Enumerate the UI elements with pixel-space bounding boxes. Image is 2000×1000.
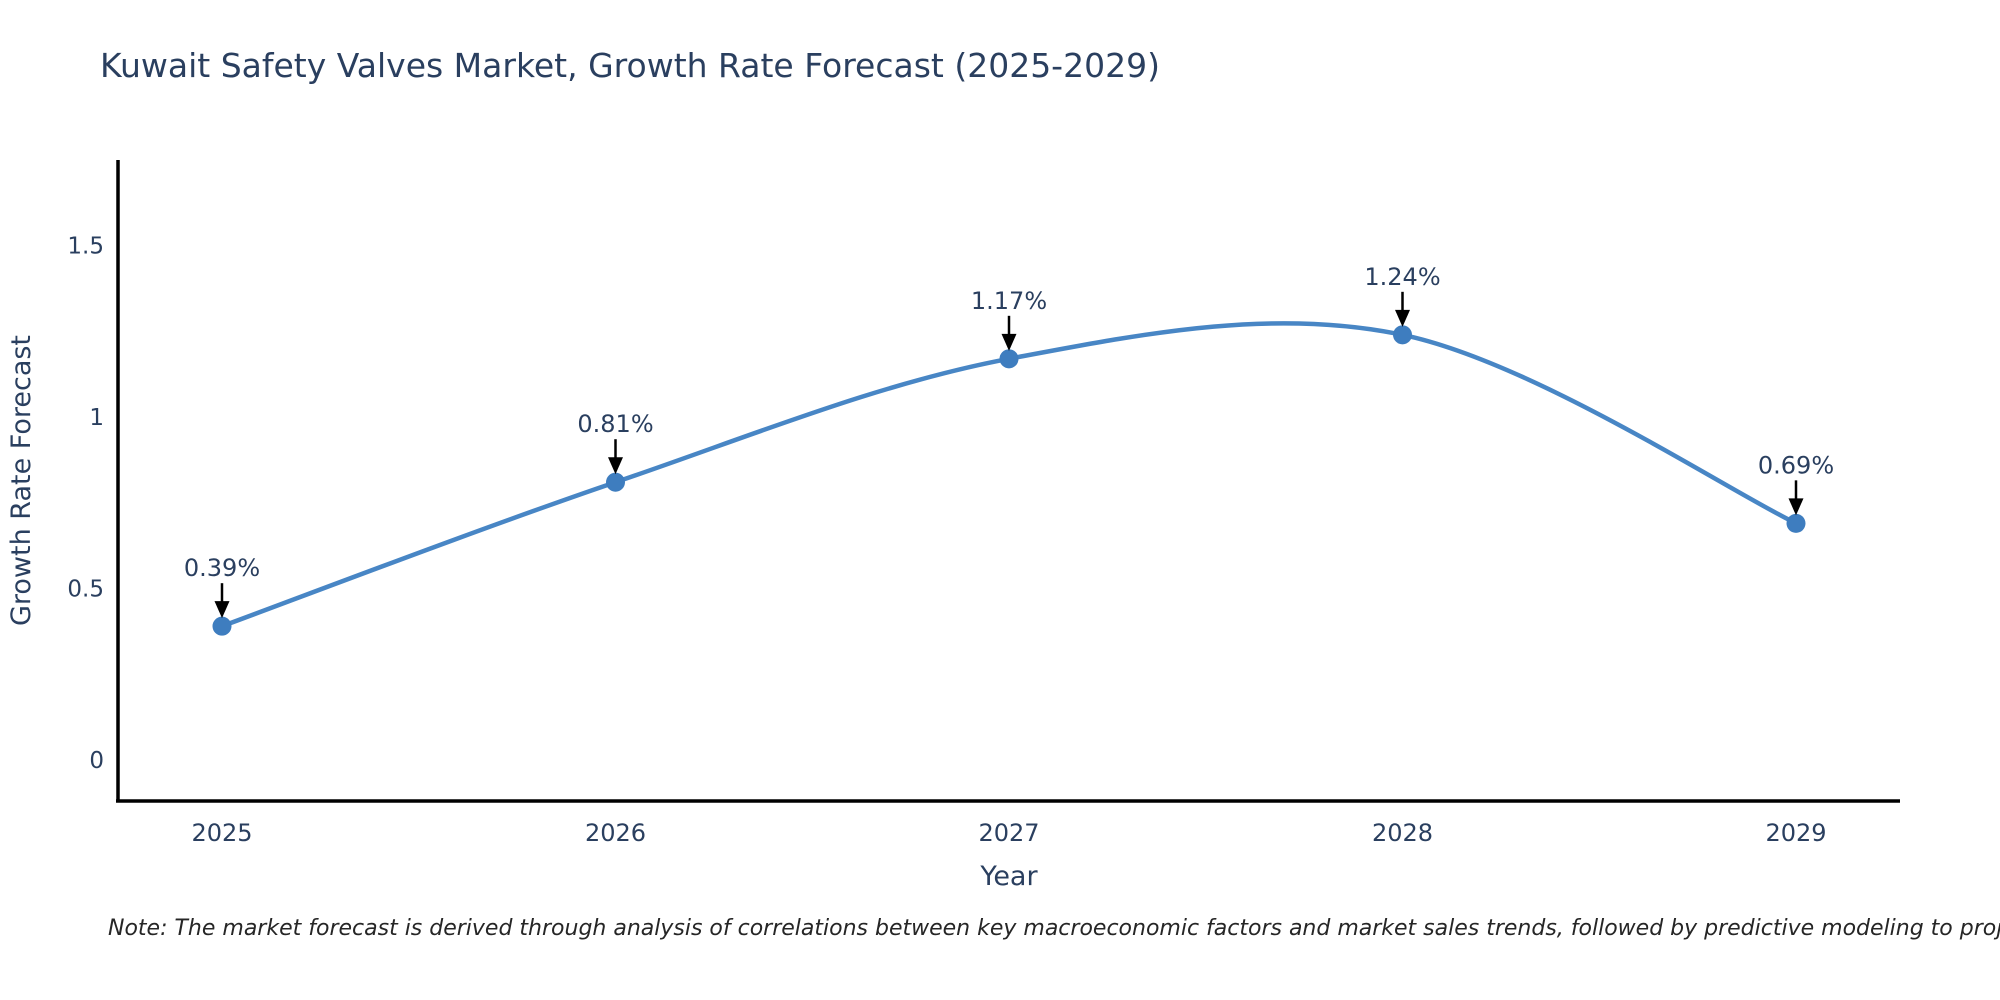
annotation-label-2027: 1.17% xyxy=(971,287,1047,315)
annotation-label-2029: 0.69% xyxy=(1758,451,1834,479)
y-tick-label-1: 1 xyxy=(89,405,104,431)
annotation-arrowhead-2025 xyxy=(214,601,230,619)
data-point-2029[interactable] xyxy=(1786,513,1806,533)
annotation-label-2025: 0.39% xyxy=(184,554,260,582)
x-tick-label-2027: 2027 xyxy=(978,819,1039,847)
series-line xyxy=(219,321,1799,629)
annotation-arrowhead-2026 xyxy=(608,457,623,475)
footnote: Note: The market forecast is derived thr… xyxy=(108,916,2000,941)
annotation-label-2028: 1.24% xyxy=(1364,263,1440,291)
data-point-2025[interactable] xyxy=(212,616,232,636)
y-tick-label-1.5: 1.5 xyxy=(67,234,104,260)
annotation-label-2026: 0.81% xyxy=(577,410,653,438)
annotation-arrowhead-2028 xyxy=(1395,309,1410,327)
chart-title: Kuwait Safety Valves Market, Growth Rate… xyxy=(100,46,1160,85)
data-point-2027[interactable] xyxy=(999,349,1019,369)
annotation-arrowhead-2029 xyxy=(1788,498,1804,516)
x-tick-label-2029: 2029 xyxy=(1765,819,1826,847)
annotation-arrowhead-2027 xyxy=(1001,333,1017,351)
y-axis-title: Growth Rate Forecast xyxy=(6,335,37,626)
x-tick-label-2026: 2026 xyxy=(585,819,646,847)
y-tick-label-0: 0 xyxy=(89,748,104,774)
data-point-2028[interactable] xyxy=(1393,325,1412,345)
x-tick-label-2028: 2028 xyxy=(1372,819,1433,847)
x-axis-title: Year xyxy=(979,861,1038,892)
data-point-2026[interactable] xyxy=(606,472,625,492)
x-tick-label-2025: 2025 xyxy=(191,819,252,847)
y-tick-label-0.5: 0.5 xyxy=(67,576,104,602)
